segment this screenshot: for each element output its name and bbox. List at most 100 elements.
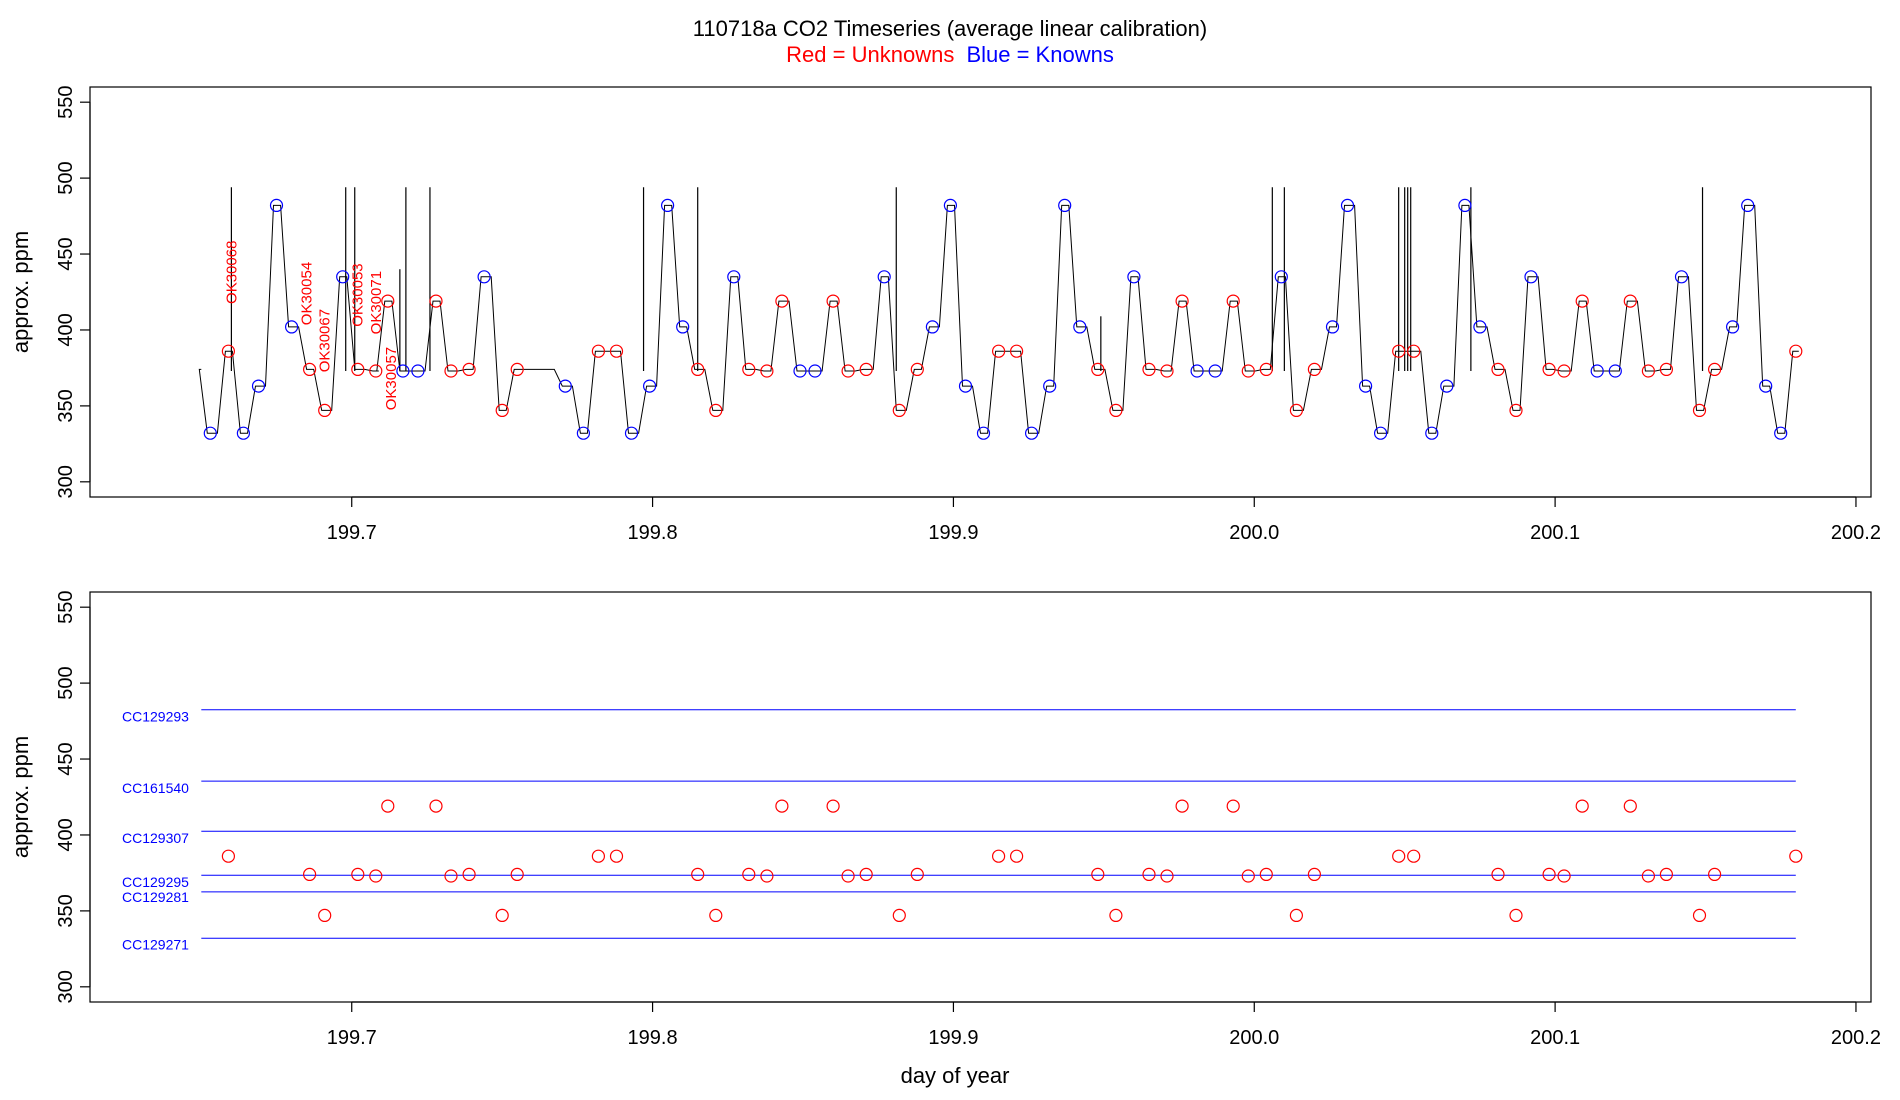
unknown-point <box>369 364 383 378</box>
unknown-point <box>1641 869 1656 883</box>
unknown-point <box>1160 364 1174 378</box>
unknown-point <box>318 403 332 417</box>
unknown-point <box>1509 403 1523 417</box>
y-tick-label: 300 <box>55 970 77 1003</box>
unknown-point <box>221 849 235 863</box>
known-point <box>203 426 217 440</box>
unknown-point <box>742 867 756 882</box>
unknown-point <box>1109 403 1123 417</box>
unknown-point <box>1407 344 1421 358</box>
y-tick-label: 350 <box>55 389 77 422</box>
known-point <box>1325 320 1340 334</box>
unknown-point <box>1557 869 1571 883</box>
x-tick-label: 199.8 <box>628 522 678 544</box>
reference-label: CC161540 <box>122 780 189 796</box>
known-point <box>1725 320 1740 334</box>
unknown-point <box>1557 364 1571 378</box>
known-point <box>976 426 991 440</box>
reference-label: CC129271 <box>122 936 189 952</box>
known-point <box>411 364 425 378</box>
legend-unknowns: Red = Unknowns <box>786 42 954 67</box>
known-point <box>642 379 657 393</box>
unknown-point <box>1692 403 1707 417</box>
unknown-point <box>381 799 395 813</box>
y-tick-label: 500 <box>55 666 77 699</box>
reference-label: CC129281 <box>122 889 189 905</box>
unknown-point <box>510 867 524 882</box>
unknown-point <box>1491 362 1505 376</box>
x-tick-label: 199.9 <box>928 522 978 544</box>
known-point <box>808 364 822 378</box>
unknown-point <box>1623 799 1637 813</box>
known-point <box>269 198 284 212</box>
unknown-point <box>1491 867 1505 882</box>
unknown-point <box>444 869 458 883</box>
known-point <box>251 379 266 393</box>
known-point <box>943 198 958 212</box>
unknown-point <box>429 799 443 813</box>
unknown-point <box>691 867 705 882</box>
known-point <box>558 379 572 393</box>
unknown-point <box>609 849 624 863</box>
unknown-point <box>1707 867 1722 882</box>
unknown-point <box>892 908 906 923</box>
unknown-point <box>775 799 789 813</box>
y-axis-label: approx. ppm <box>8 736 33 858</box>
y-tick-label: 550 <box>55 590 77 623</box>
unknown-point <box>1307 867 1322 882</box>
plot-frame <box>89 591 1872 1003</box>
known-point <box>396 364 410 378</box>
x-tick-label: 200.0 <box>1229 522 1279 544</box>
unknown-point <box>760 364 774 378</box>
unknown-point <box>495 908 509 923</box>
known-point <box>958 379 973 393</box>
unknown-point <box>841 364 855 378</box>
known-point <box>1058 198 1072 212</box>
unknown-point <box>1407 849 1421 863</box>
unknown-point <box>429 294 443 308</box>
known-point <box>1674 270 1689 284</box>
unknown-point <box>775 294 789 308</box>
y-tick-label: 350 <box>55 894 77 927</box>
sample-annotation: OK30054 <box>299 262 316 325</box>
unknown-point <box>742 362 756 376</box>
y-tick-label: 300 <box>55 465 77 498</box>
calibration-panel: approx. ppm day of year 300 350 400 450 500 5… <box>8 590 1881 1088</box>
known-point <box>676 320 690 334</box>
unknown-point <box>1109 908 1123 923</box>
unknown-point <box>1259 867 1273 882</box>
reference-label: CC129295 <box>122 874 189 890</box>
reference-label: CC129293 <box>122 709 189 725</box>
known-point <box>1741 198 1755 212</box>
unknown-point <box>381 294 395 308</box>
known-point <box>576 426 591 440</box>
unknown-point <box>1091 867 1105 882</box>
unknown-point <box>1175 799 1189 813</box>
y-tick-label: 500 <box>55 161 77 194</box>
known-point <box>1425 426 1439 440</box>
x-tick-label: 200.2 <box>1831 1027 1881 1049</box>
unknown-point <box>892 403 906 417</box>
unknown-point <box>1241 869 1255 883</box>
known-point <box>660 198 675 212</box>
known-point <box>1590 364 1604 378</box>
unknown-point <box>591 849 606 863</box>
y-axis-label: approx. ppm <box>8 231 33 353</box>
unknown-point <box>303 867 317 882</box>
known-point <box>1458 198 1472 212</box>
known-point <box>1208 364 1222 378</box>
unknown-point <box>760 869 774 883</box>
y-tick-label: 400 <box>55 313 77 346</box>
sample-annotation: OK30071 <box>368 271 385 334</box>
unknown-point <box>1226 799 1240 813</box>
unknown-point <box>591 344 606 358</box>
unknown-point <box>1392 344 1406 358</box>
known-point <box>1073 320 1087 334</box>
unknown-point <box>859 867 873 882</box>
timeseries-trace <box>198 204 1799 434</box>
unknown-point <box>444 364 458 378</box>
unknown-point <box>1659 362 1674 376</box>
known-point <box>336 270 350 284</box>
unknown-point <box>1575 294 1589 308</box>
unknown-point <box>910 362 924 376</box>
